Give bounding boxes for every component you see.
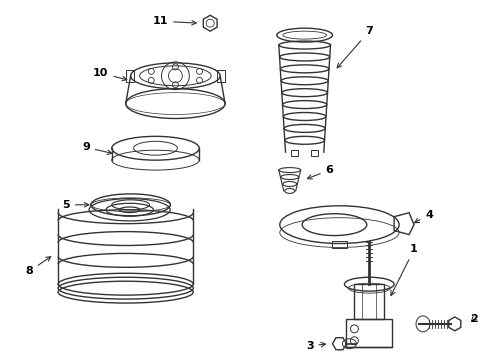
Text: 9: 9	[82, 142, 112, 154]
Text: 7: 7	[336, 26, 372, 68]
Text: 10: 10	[93, 68, 126, 81]
Text: 4: 4	[414, 210, 432, 223]
Text: 2: 2	[469, 314, 477, 324]
Text: 11: 11	[152, 16, 196, 26]
Text: 1: 1	[390, 244, 417, 296]
Bar	[354, 284, 384, 319]
Bar	[346, 319, 391, 347]
Bar	[125, 70, 133, 82]
Text: 5: 5	[62, 200, 89, 210]
Bar	[331, 240, 346, 248]
Bar	[217, 70, 224, 82]
Text: 8: 8	[25, 257, 51, 276]
Text: 6: 6	[307, 165, 333, 179]
Text: 3: 3	[305, 341, 325, 351]
Bar	[290, 150, 297, 156]
Bar	[310, 150, 317, 156]
